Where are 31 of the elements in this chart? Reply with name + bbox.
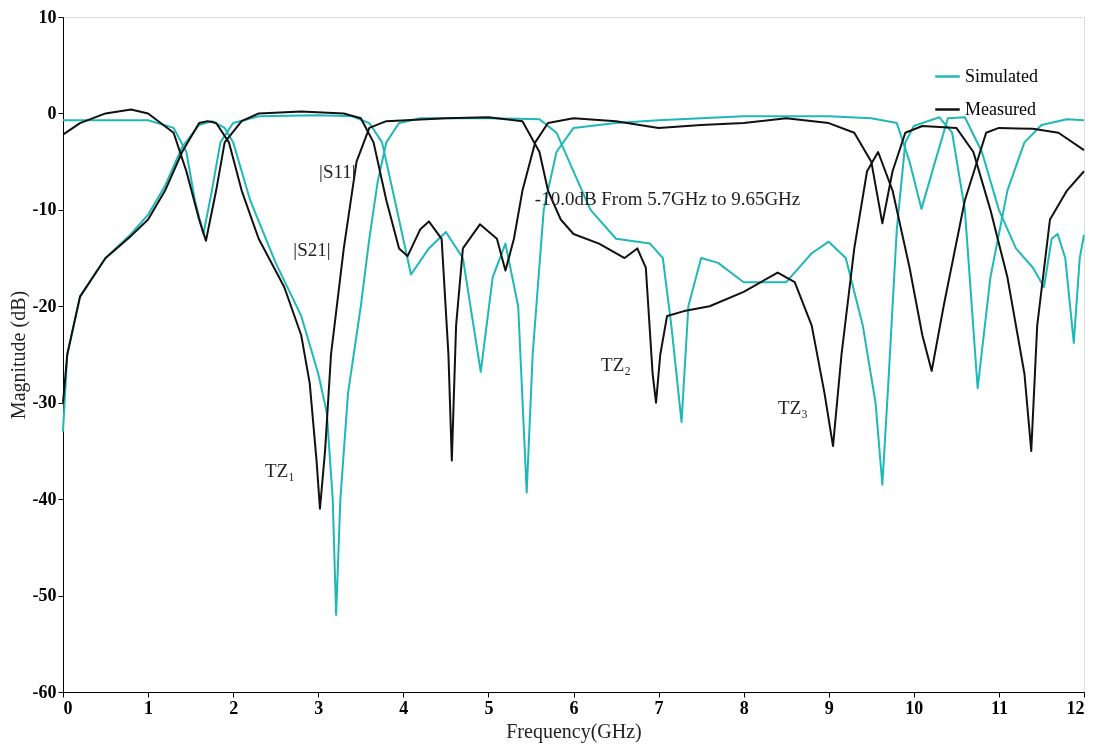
x-tick-label: 10 [905,697,924,718]
x-tick-label: 1 [144,697,154,718]
y-tick-label: -40 [32,488,57,509]
x-tick-label: 6 [569,697,579,718]
annotation: |S21| [293,238,331,260]
y-axis-title: Magnitude (dB) [6,290,30,420]
x-tick-label: 8 [739,697,749,718]
y-tick-label: -50 [32,585,57,606]
legend-label: Simulated [965,65,1038,86]
annotation: TZ₁ [265,459,295,481]
legend-label: Measured [965,98,1036,119]
y-tick-label: 0 [47,102,57,123]
line-series [62,116,1085,616]
x-tick-label: 2 [229,697,239,718]
x-tick-label: 7 [654,697,664,718]
y-tick-label: 10 [38,6,57,27]
x-tick-label: 0 [63,697,73,718]
annotation: |S11| [319,161,356,183]
x-tick-label: 5 [484,697,494,718]
x-tick-label: 4 [399,697,409,718]
annotation: TZ₃ [778,397,808,419]
x-tick-label: 11 [990,697,1008,718]
y-tick-label: -60 [32,681,57,702]
y-tick-label: -20 [32,295,57,316]
x-tick-label: 12 [1066,697,1085,718]
x-tick-label: 9 [824,697,834,718]
y-tick-label: -30 [32,392,57,413]
x-axis-title: Frequency(GHz) [506,719,642,743]
y-tick-label: -10 [32,199,57,220]
annotation: TZ₂ [601,353,631,375]
x-tick-label: 3 [314,697,324,718]
